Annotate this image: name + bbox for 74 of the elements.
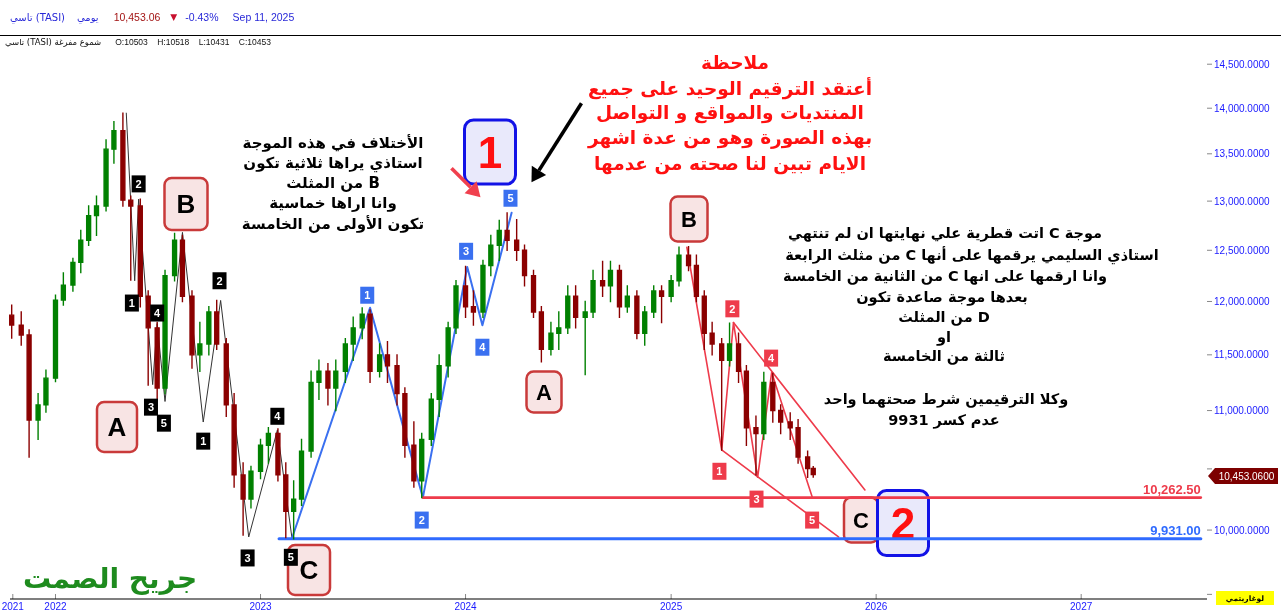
annotation: استاذي يراها ثلاثية تكون	[243, 154, 423, 174]
annotation: استاذي السليمي يرقمها على أنها C من مثلث الرابعة	[785, 246, 1159, 266]
y-tick-label: 11,000.0000	[1214, 405, 1270, 417]
price-tag: 10,453.0600	[1208, 468, 1278, 484]
annotation: 3	[753, 493, 760, 506]
text: Sep 11, 2025	[232, 10, 295, 23]
annotation: تاسي (TASI) شموع مفرغة	[5, 36, 102, 47]
annotation: وانا اراها خماسية	[269, 194, 397, 213]
annotation: 5	[160, 417, 167, 430]
annotation: O:10503 H:10518 L:10431 C:10453	[115, 36, 272, 47]
annotation: B	[681, 206, 697, 232]
text: -0.43%	[185, 10, 219, 23]
y-tick-label: 14,500.0000	[1214, 58, 1271, 70]
annotation: تكون الأولى من الخامسة	[241, 215, 425, 234]
annotation: او	[936, 329, 951, 347]
annotation: B	[176, 189, 196, 220]
x-tick-label: 2023	[249, 600, 273, 612]
text: ▼	[170, 12, 178, 23]
annotation: 1	[477, 127, 503, 177]
annotation: 4	[768, 352, 776, 365]
annotation: 3	[147, 401, 155, 414]
annotation: 5	[287, 551, 294, 564]
annotation: 3	[463, 245, 470, 258]
x-tick-label: 2026	[865, 600, 888, 612]
y-tick-label: 11,500.0000	[1214, 349, 1270, 361]
annotation: موجة C اتت قطرية علي نهايتها ان لم تنتهي	[787, 225, 1103, 243]
annotation: 2	[418, 514, 425, 527]
annotation: 10,262.50	[1142, 481, 1201, 497]
annotation: وكلا الترقيمين شرط صحتهما واحد	[823, 391, 1069, 409]
annotation: A	[107, 412, 127, 443]
y-tick-label: 13,000.0000	[1214, 195, 1271, 207]
y-tick-label: 12,000.0000	[1214, 296, 1271, 308]
text: 10,453.06	[113, 10, 161, 23]
annotation: وانا ارقمها على انها C من الثانية من الخامسة	[782, 268, 1108, 286]
annotation: 2	[216, 274, 223, 287]
x-tick-label: 2022	[44, 600, 68, 612]
annotation: 4	[274, 410, 282, 423]
annotation: D من المثلث	[898, 309, 990, 327]
annotation: أعتقد الترقيم الوحيد على جميع	[587, 76, 873, 100]
annotation: 4	[154, 307, 162, 320]
annotation: ملاحظة	[700, 51, 770, 73]
annotation: عدم كسر 9931	[888, 412, 1000, 430]
annotation: الأختلاف في هذه الموجة	[242, 134, 424, 153]
annotation: 5	[507, 192, 514, 205]
annotation: 5	[809, 514, 816, 527]
y-tick-label: 14,000.0000	[1214, 102, 1271, 114]
x-tick-label: 2024	[454, 600, 478, 612]
y-tick-label: 12,500.0000	[1214, 244, 1271, 256]
annotation: 1	[364, 289, 371, 302]
annotation: 1	[200, 435, 207, 448]
x-tick-label: 2027	[1070, 600, 1093, 612]
annotation: ثالثة من الخامسة	[882, 348, 1006, 366]
annotation: 4	[479, 341, 487, 354]
annotation: A	[536, 379, 553, 405]
annotation: 1	[716, 465, 723, 478]
annotation: C	[853, 507, 870, 533]
annotation: 3	[244, 551, 251, 564]
annotation: جريح الصمت	[22, 562, 198, 596]
annotation: المنتديات والمواقع و التواصل	[596, 101, 864, 124]
x-tick-label: 2025	[660, 600, 683, 612]
annotation: 2	[135, 177, 142, 190]
chart-subtitle: يومي	[77, 11, 99, 24]
annotation: 9,931.00	[1150, 522, 1201, 538]
x-tick-label: 2021	[1, 600, 25, 612]
annotation: C	[299, 555, 319, 586]
annotation: 1	[128, 297, 135, 310]
annotation: بعدها موجة صاعدة تكون	[856, 289, 1028, 307]
annotation: بهذه الصورة وهو من عدة اشهر	[586, 126, 873, 149]
chart-title: تاسي (TASI)	[10, 11, 66, 24]
y-tick-label: 10,000.0000	[1214, 524, 1271, 536]
annotation: B من المثلث	[286, 174, 380, 193]
annotation: 2	[729, 302, 736, 315]
y-tick-label: 13,500.0000	[1214, 148, 1271, 160]
annotation: الايام تبين لنا صحته من عدمها	[594, 152, 866, 175]
